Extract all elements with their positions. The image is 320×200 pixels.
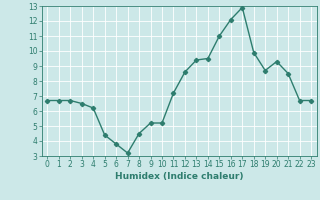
X-axis label: Humidex (Indice chaleur): Humidex (Indice chaleur) xyxy=(115,172,244,181)
